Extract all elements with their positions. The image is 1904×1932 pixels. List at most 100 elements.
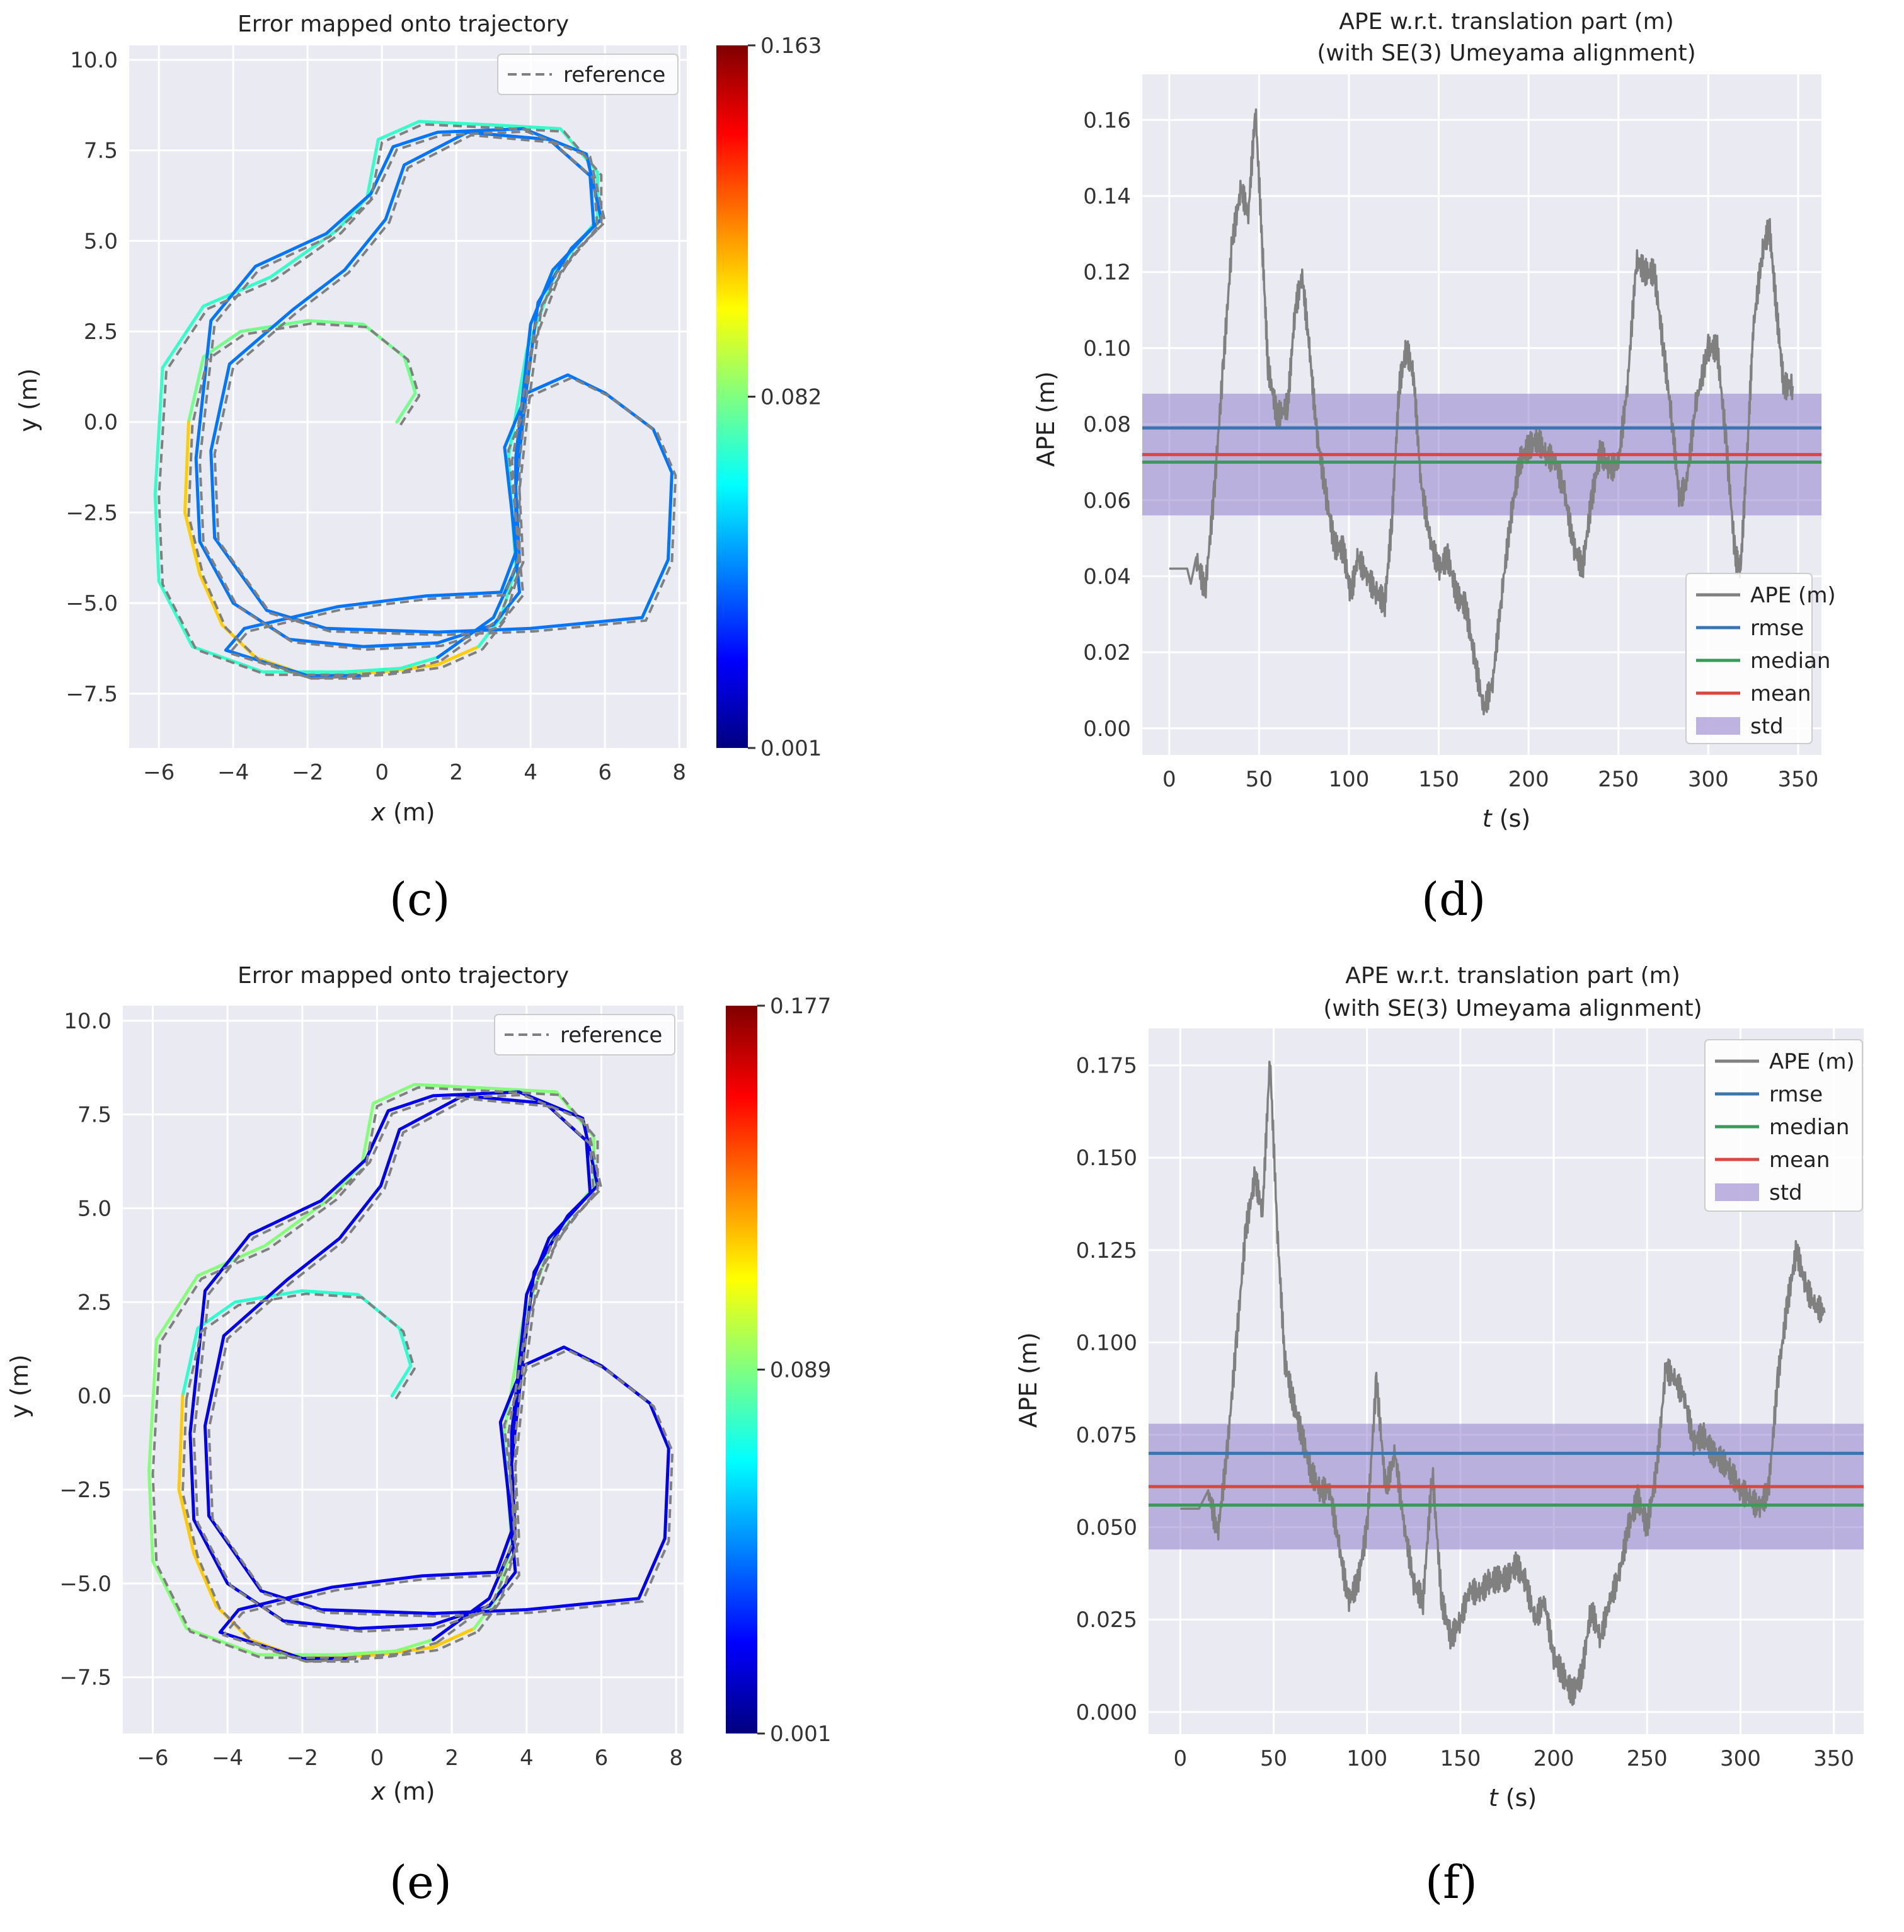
x-axis-label: x (m) xyxy=(370,798,435,826)
trajectory-segment-4 xyxy=(194,127,674,677)
y-tick-label: 0.06 xyxy=(1083,488,1131,514)
x-tick-label: 250 xyxy=(1627,1746,1668,1771)
x-tick-label: 6 xyxy=(598,760,612,785)
y-tick-label: 0.04 xyxy=(1083,564,1131,589)
x-tick-label: 2 xyxy=(445,1745,459,1771)
y-tick-label: 7.5 xyxy=(77,1103,112,1128)
plot-area: −6 −4 −2 0 2 4 6 8 −7.5 −5.0 −2.5 0.0 2.5 5.0 7.5 10.0 r… xyxy=(59,994,831,1771)
y-tick-label: 0.050 xyxy=(1076,1515,1137,1541)
legend-mean-label: mean xyxy=(1750,681,1811,706)
y-tick-label: 0.0 xyxy=(84,410,118,435)
x-tick-label: −6 xyxy=(143,760,175,785)
y-axis-label: y (m) xyxy=(6,1354,33,1418)
reference-segment-2 xyxy=(187,425,483,680)
reference-segment-3 xyxy=(151,1086,599,1659)
y-tick-label: 5.0 xyxy=(84,229,118,254)
y-axis-label: y (m) xyxy=(14,368,42,432)
chart-title-line-1: APE w.r.t. translation part (m) xyxy=(1345,963,1680,989)
reference-segment-3 xyxy=(158,123,603,676)
y-tick-label: 7.5 xyxy=(84,139,118,164)
reference-segment-4 xyxy=(192,1093,674,1663)
x-tick-label: −4 xyxy=(212,1745,243,1771)
legend-std-swatch xyxy=(1696,717,1740,735)
x-tick-label: 50 xyxy=(1260,1746,1287,1771)
colorbar-tick-label: 0.177 xyxy=(770,994,831,1019)
y-tick-label: 5.0 xyxy=(77,1196,112,1221)
x-tick-label: 8 xyxy=(669,1745,683,1771)
legend-std-swatch xyxy=(1715,1183,1759,1201)
colorbar-tick-label: 0.001 xyxy=(760,736,822,761)
x-axis-var: x xyxy=(370,798,386,826)
colorbar xyxy=(716,45,748,748)
legend-ape-label: APE (m) xyxy=(1750,583,1836,608)
x-tick-label: 300 xyxy=(1688,767,1729,792)
y-tick-label: −5.0 xyxy=(66,591,118,616)
reference-segment-2 xyxy=(181,1398,479,1663)
legend-reference-label: reference xyxy=(560,1023,662,1048)
y-tick-label: 0.100 xyxy=(1076,1330,1137,1355)
trajectory-lines xyxy=(153,120,677,680)
y-tick-label: 0.0 xyxy=(77,1384,112,1409)
reference-segment-4 xyxy=(198,130,677,680)
legend-rmse-label: rmse xyxy=(1750,616,1804,641)
x-tick-label: −4 xyxy=(217,760,249,785)
x-tick-label: 350 xyxy=(1813,1746,1854,1771)
colorbar-tick-label: 0.089 xyxy=(770,1358,831,1383)
y-tick-label: 0.00 xyxy=(1083,716,1131,742)
y-axis-label: APE (m) xyxy=(1032,371,1060,467)
y-tick-label: −5.0 xyxy=(59,1572,112,1597)
x-axis-var: t xyxy=(1482,805,1493,832)
x-tick-label: 300 xyxy=(1720,1746,1761,1771)
ape-series-line xyxy=(1180,1061,1826,1706)
y-tick-label: 0.000 xyxy=(1076,1700,1137,1725)
colorbar xyxy=(726,1006,757,1734)
x-axis-label: t (s) xyxy=(1482,805,1530,832)
x-tick-label: 200 xyxy=(1534,1746,1574,1771)
trajectory-segment-2 xyxy=(177,1394,476,1660)
y-tick-label: 0.14 xyxy=(1083,184,1131,209)
x-axis-unit: (s) xyxy=(1498,1784,1537,1812)
x-tick-label: 0 xyxy=(1162,767,1176,792)
trajectory-segment-4 xyxy=(188,1090,670,1660)
x-axis-var: x xyxy=(370,1778,386,1805)
colorbar-tick-label: 0.001 xyxy=(770,1722,831,1747)
trajectory-segment-3 xyxy=(153,120,599,674)
legend-std-label: std xyxy=(1750,714,1784,739)
y-tick-label: 2.5 xyxy=(77,1290,112,1315)
y-tick-label: 0.08 xyxy=(1083,412,1131,437)
x-tick-label: −2 xyxy=(287,1745,318,1771)
caption-d: (d) xyxy=(1421,873,1486,926)
chart-title-line-1: APE w.r.t. translation part (m) xyxy=(1339,9,1674,35)
x-tick-label: 200 xyxy=(1508,767,1549,792)
x-tick-label: 4 xyxy=(524,760,537,785)
chart-title-line-2: (with SE(3) Umeyama alignment) xyxy=(1323,996,1702,1021)
x-tick-label: −2 xyxy=(292,760,323,785)
y-tick-label: 0.025 xyxy=(1076,1607,1137,1633)
y-tick-label: −7.5 xyxy=(66,682,118,707)
y-tick-label: 0.16 xyxy=(1083,108,1131,133)
y-tick-label: −2.5 xyxy=(66,500,118,526)
colorbar-tick-label: 0.082 xyxy=(760,385,822,410)
reference-segment-1 xyxy=(191,322,421,426)
legend-ape-label: APE (m) xyxy=(1769,1049,1855,1074)
x-tick-label: 0 xyxy=(370,1745,384,1771)
trajectory-segment-1 xyxy=(181,1289,413,1398)
y-axis-label: APE (m) xyxy=(1014,1332,1042,1428)
y-tick-label: 0.12 xyxy=(1083,260,1131,285)
x-tick-label: 50 xyxy=(1246,767,1273,792)
x-axis-unit: (s) xyxy=(1492,805,1531,832)
colorbar-tick-label: 0.163 xyxy=(760,33,822,59)
legend-mean-label: mean xyxy=(1769,1147,1830,1173)
x-tick-label: 150 xyxy=(1418,767,1459,792)
plot-area: −6 −4 −2 0 2 4 6 8 −7.5 −5.0 −2.5 0.0 2.5 5.0 7.5 10.0 r… xyxy=(66,33,822,785)
x-tick-label: 2 xyxy=(449,760,463,785)
y-tick-label: −7.5 xyxy=(59,1665,112,1691)
legend-reference-label: reference xyxy=(563,62,665,88)
y-tick-label: 0.125 xyxy=(1076,1238,1137,1263)
legend-median-label: median xyxy=(1769,1115,1849,1140)
x-axis-label: t (s) xyxy=(1489,1784,1537,1812)
y-tick-label: −2.5 xyxy=(59,1478,112,1503)
chart-title-line-2: (with SE(3) Umeyama alignment) xyxy=(1317,40,1695,66)
x-axis-unit: (m) xyxy=(386,1778,435,1805)
y-tick-label: 0.10 xyxy=(1083,336,1131,361)
